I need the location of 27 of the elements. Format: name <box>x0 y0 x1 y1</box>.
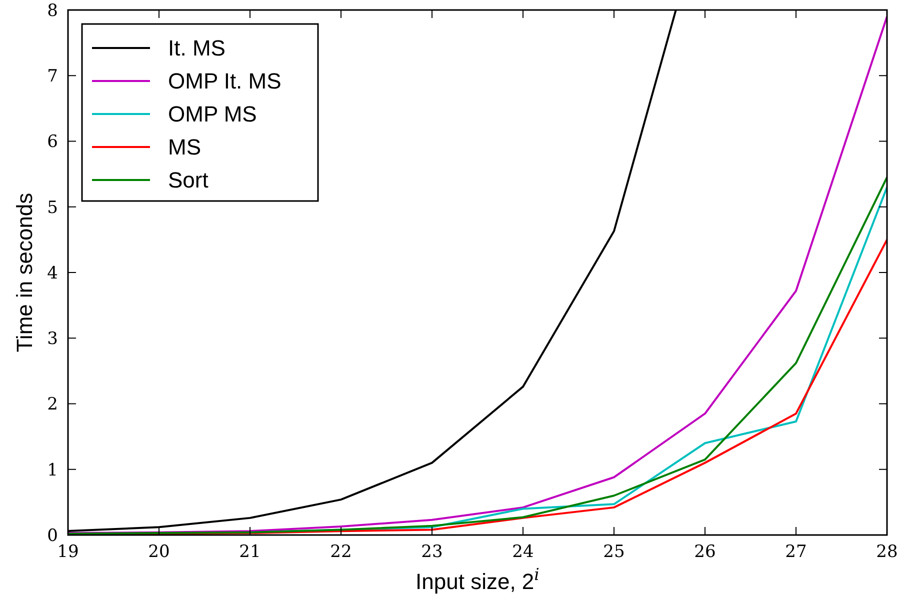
y-tick-label: 5 <box>47 198 58 218</box>
y-tick-label: 1 <box>47 460 58 480</box>
x-tick-label: 25 <box>603 542 625 562</box>
y-tick-label: 2 <box>47 394 58 415</box>
x-tick-label: 26 <box>694 542 716 562</box>
y-tick-label: 7 <box>47 66 58 87</box>
legend-label: It. MS <box>168 36 226 61</box>
y-tick-label: 6 <box>47 132 58 152</box>
legend-label: Sort <box>168 168 208 193</box>
legend-label: OMP It. MS <box>168 68 282 94</box>
y-tick-label: 3 <box>47 329 58 350</box>
x-tick-label: 24 <box>512 542 534 562</box>
x-tick-label: 28 <box>876 542 898 562</box>
x-tick-label: 23 <box>421 542 443 562</box>
y-tick-label: 0 <box>47 526 58 546</box>
x-tick-label: 22 <box>330 542 352 562</box>
x-tick-label: 20 <box>148 542 170 562</box>
y-tick-label: 4 <box>47 263 58 284</box>
line-series <box>68 16 887 534</box>
legend-label: MS <box>168 134 201 160</box>
x-axis-title: Input size, 2$^{i}$ <box>416 564 540 594</box>
x-tick-label: 21 <box>239 542 261 562</box>
y-tick-label: 8 <box>47 0 58 21</box>
y-axis-title: Time in seconds <box>12 192 37 352</box>
legend-label: OMP MS <box>168 102 257 127</box>
x-tick-label: 27 <box>785 542 807 562</box>
x-tick-label: 19 <box>57 542 79 562</box>
